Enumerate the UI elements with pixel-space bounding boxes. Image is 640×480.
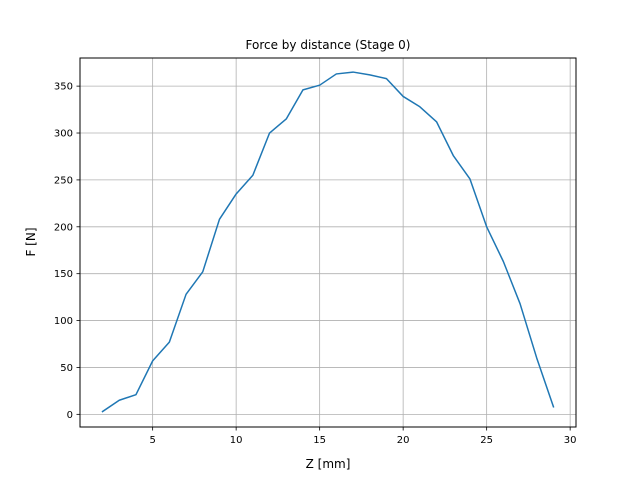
plot-frame bbox=[79, 57, 577, 428]
y-tick-label: 50 bbox=[60, 363, 73, 374]
x-tick-label: 15 bbox=[313, 435, 326, 446]
x-tick-label: 20 bbox=[397, 435, 410, 446]
x-axis: 5 10 15 20 25 30 bbox=[149, 427, 577, 446]
y-tick-label: 250 bbox=[54, 175, 73, 186]
y-tick-label: 200 bbox=[54, 222, 73, 233]
series-layer bbox=[101, 71, 555, 413]
y-tick-label: 300 bbox=[54, 129, 73, 140]
x-axis-label: Z [mm] bbox=[306, 457, 351, 471]
y-tick-label: 0 bbox=[67, 410, 73, 421]
x-tick-label: 5 bbox=[149, 435, 155, 446]
x-tick-label: 25 bbox=[480, 435, 493, 446]
series-line bbox=[101, 71, 555, 413]
x-tick-label: 30 bbox=[564, 435, 577, 446]
y-tick-label: 150 bbox=[54, 269, 73, 280]
y-tick-label: 350 bbox=[54, 82, 73, 93]
chart-title: Force by distance (Stage 0) bbox=[246, 38, 411, 52]
y-axis: 0 50 100 150 200 250 300 350 bbox=[54, 82, 80, 421]
y-axis-label: F [N] bbox=[24, 227, 38, 256]
x-tick-label: 10 bbox=[230, 435, 243, 446]
grid bbox=[80, 58, 576, 427]
y-tick-label: 100 bbox=[54, 316, 73, 327]
